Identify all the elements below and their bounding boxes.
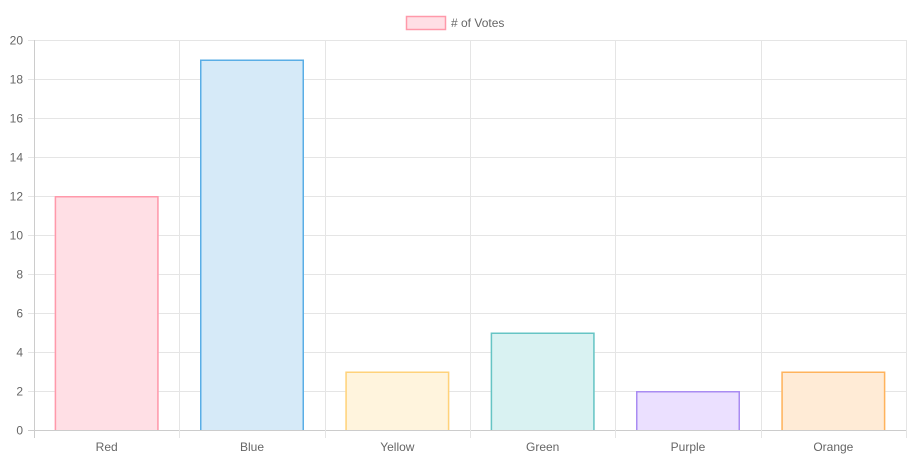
bar-orange[interactable]: [781, 371, 886, 431]
y-tick-label: 18: [10, 73, 24, 87]
y-tick-label: 4: [16, 346, 23, 360]
y-axis: 0 2 4 6 8 10 12 14 16 18 20: [10, 34, 24, 438]
bar-border-green: [490, 332, 595, 430]
bar-blue[interactable]: [200, 59, 304, 431]
legend[interactable]: # of Votes: [405, 15, 505, 31]
legend-swatch[interactable]: [405, 15, 447, 31]
y-tick-label: 14: [10, 151, 24, 165]
y-tick-label: 12: [10, 190, 24, 204]
x-tick-label: Purple: [671, 440, 706, 454]
x-tick-label: Yellow: [380, 440, 415, 454]
y-tick-label: 10: [10, 229, 24, 243]
x-tick-label: Orange: [813, 440, 853, 454]
x-axis: Red Blue Yellow Green Purple Orange: [96, 440, 854, 454]
legend-label[interactable]: # of Votes: [451, 16, 504, 30]
bar-border-red: [54, 196, 159, 430]
bar-yellow[interactable]: [345, 371, 450, 431]
y-tick-label: 20: [10, 34, 24, 48]
bars: [54, 59, 886, 431]
bar-green[interactable]: [490, 332, 595, 431]
bar-border-orange: [781, 371, 886, 430]
grid-lines: [28, 40, 907, 438]
y-tick-label: 8: [16, 268, 23, 282]
bar-red[interactable]: [54, 196, 159, 430]
bar-border-yellow: [345, 371, 450, 430]
y-tick-label: 16: [10, 112, 24, 126]
y-tick-label: 2: [16, 385, 23, 399]
bar-border-purple: [636, 391, 740, 430]
bar-border-blue: [200, 59, 304, 430]
y-tick-label: 0: [16, 424, 23, 438]
x-tick-label: Red: [96, 440, 118, 454]
bar-purple[interactable]: [636, 391, 740, 430]
x-tick-label: Green: [526, 440, 559, 454]
x-tick-label: Blue: [240, 440, 264, 454]
y-tick-label: 6: [16, 307, 23, 321]
